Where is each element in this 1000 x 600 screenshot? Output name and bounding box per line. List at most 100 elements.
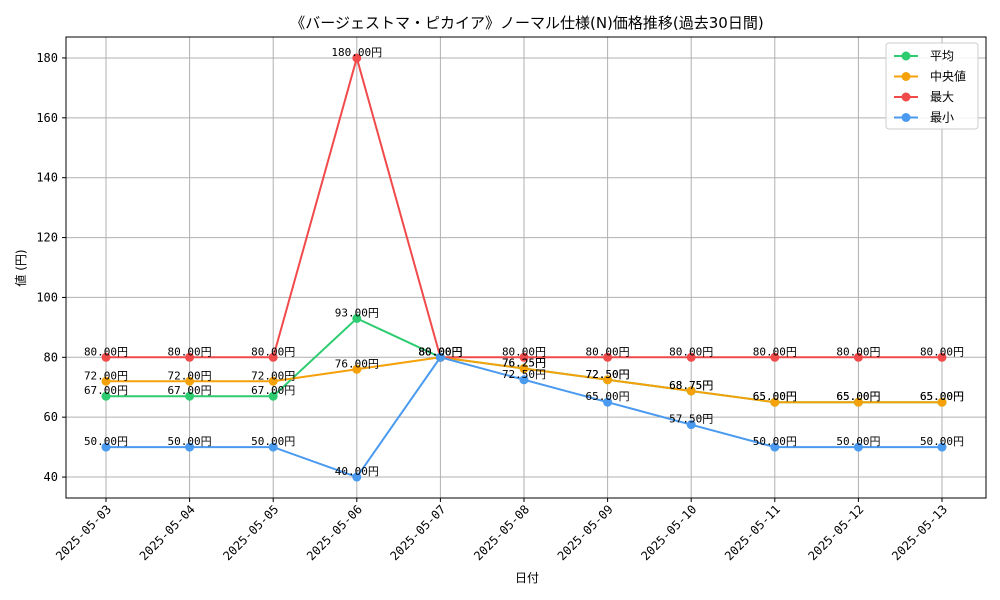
data-point — [853, 352, 863, 362]
data-label: 50.00円 — [753, 435, 797, 448]
y-tick-label: 180 — [36, 51, 58, 65]
data-label: 65.00円 — [836, 390, 880, 403]
data-label: 80.00円 — [418, 345, 462, 358]
data-label: 65.00円 — [586, 390, 630, 403]
data-label: 80.00円 — [84, 345, 128, 358]
data-label: 76.25円 — [502, 357, 546, 370]
data-point — [268, 391, 278, 401]
data-label: 76.25円 — [502, 357, 546, 370]
data-point — [101, 376, 111, 386]
x-tick-label: 2025-05-06 — [304, 502, 365, 563]
data-label: 40.00円 — [335, 465, 379, 478]
data-point — [770, 442, 780, 452]
data-point — [268, 376, 278, 386]
data-label: 80.00円 — [920, 345, 964, 358]
legend-marker — [901, 51, 911, 61]
data-label: 80.00円 — [586, 345, 630, 358]
data-label: 50.00円 — [836, 435, 880, 448]
data-label: 80.00円 — [418, 345, 462, 358]
data-labels: 67.00円 67.00円 67.00円93.00円80.00円76.25円72.5… — [84, 46, 964, 478]
data-point — [686, 420, 696, 430]
x-tick-label: 2025-05-05 — [220, 502, 281, 563]
x-axis-label: 日付 — [515, 571, 539, 585]
data-point — [352, 53, 362, 63]
data-point — [185, 352, 195, 362]
y-axis-ticks: 40 60 80 100 120 140 160 180 — [36, 51, 66, 484]
data-label: 67.00円 — [84, 384, 128, 397]
data-point — [185, 442, 195, 452]
legend-box — [885, 42, 979, 130]
data-point — [937, 352, 947, 362]
data-point — [853, 397, 863, 407]
data-point — [352, 313, 362, 323]
data-label: 65.00円 — [836, 390, 880, 403]
x-tick-label: 2025-05-04 — [137, 502, 198, 563]
data-label: 67.00円 — [168, 384, 212, 397]
data-point — [770, 352, 780, 362]
data-point — [352, 364, 362, 374]
data-label: 80.00円 — [418, 345, 462, 358]
y-tick-label: 80 — [44, 350, 58, 364]
data-label: 72.50円 — [502, 368, 546, 381]
data-label: 72.00円 — [84, 369, 128, 382]
grid — [66, 37, 986, 498]
data-point — [686, 386, 696, 396]
data-point — [770, 397, 780, 407]
y-tick-label: 60 — [44, 410, 58, 424]
x-tick-label: 2025-05-07 — [388, 502, 449, 563]
data-point — [101, 352, 111, 362]
y-tick-label: 120 — [36, 231, 58, 245]
data-point — [686, 352, 696, 362]
x-tick-label: 2025-05-08 — [471, 502, 532, 563]
data-label: 72.00円 — [168, 369, 212, 382]
data-point — [101, 391, 111, 401]
x-axis-ticks: 2025-05-03 2025-05-04 2025-05-05 2025-05-06… — [53, 498, 950, 563]
data-point — [519, 352, 529, 362]
data-label: 80.00円 — [502, 345, 546, 358]
data-label: 80.00円 — [168, 345, 212, 358]
data-label: 65.00円 — [920, 390, 964, 403]
data-label: 72.00円 — [251, 369, 295, 382]
data-label: 68.75円 — [669, 379, 713, 392]
y-axis-label: 値 (円) — [13, 249, 28, 286]
legend-marker — [901, 72, 911, 81]
series-points — [101, 53, 947, 482]
data-point — [185, 391, 195, 401]
data-point — [603, 397, 613, 407]
data-label: 80.00円 — [669, 345, 713, 358]
legend-label: 最小 — [930, 111, 954, 125]
data-label: 50.00円 — [251, 435, 295, 448]
data-label: 93.00円 — [335, 306, 379, 319]
data-point — [937, 397, 947, 407]
data-label: 72.50円 — [586, 368, 630, 381]
y-tick-label: 40 — [44, 470, 58, 484]
plot-frame — [65, 36, 987, 499]
data-point — [603, 375, 613, 385]
data-label: 50.00円 — [84, 435, 128, 448]
data-label: 80.00円 — [418, 345, 462, 358]
data-point — [185, 376, 195, 386]
data-label: 80.00円 — [836, 345, 880, 358]
x-tick-label: 2025-05-03 — [53, 502, 114, 563]
legend-label: 最大 — [930, 90, 954, 104]
data-point — [268, 442, 278, 452]
data-label: 68.75円 — [669, 379, 713, 392]
x-tick-label: 2025-05-09 — [555, 502, 616, 563]
data-label: 72.50円 — [586, 368, 630, 381]
data-point — [853, 442, 863, 452]
legend-marker — [901, 92, 911, 102]
data-point — [937, 442, 947, 452]
y-tick-label: 140 — [36, 171, 58, 185]
data-label: 65.00円 — [920, 390, 964, 403]
data-label: 76.00円 — [335, 357, 379, 370]
x-tick-label: 2025-05-11 — [722, 502, 783, 563]
y-tick-label: 160 — [36, 111, 58, 125]
data-label: 80.00円 — [251, 345, 295, 358]
legend-marker — [901, 113, 911, 122]
data-point — [101, 442, 111, 452]
data-point — [435, 352, 445, 362]
data-label: 57.50円 — [669, 413, 713, 426]
data-point — [603, 352, 613, 362]
